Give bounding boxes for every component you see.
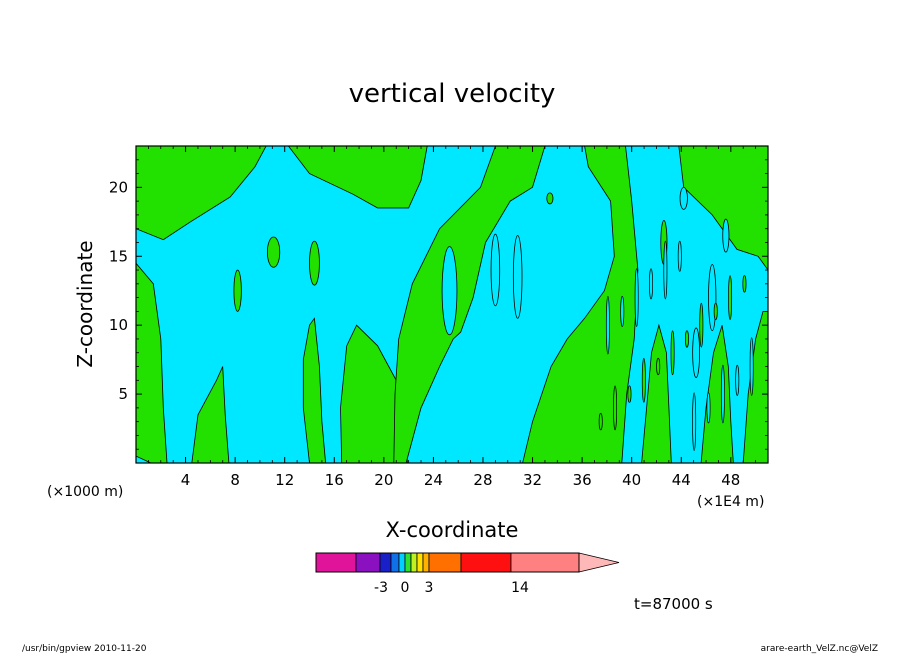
x-tick-label: 28	[473, 471, 492, 489]
x-tick-label: 16	[325, 471, 344, 489]
chart-title: vertical velocity	[349, 79, 556, 109]
contour-cell	[309, 240, 320, 286]
colorbar-label: 3	[425, 580, 434, 596]
contour-cell	[490, 233, 501, 307]
colorbar-segment	[460, 552, 512, 573]
x-tick-label: 20	[374, 471, 393, 489]
x-unit-left: (×1000 m)	[47, 484, 123, 500]
contour-cell	[722, 218, 730, 253]
colorbar-segment	[422, 552, 430, 573]
contour-streak	[649, 268, 653, 300]
contour-streak	[627, 385, 632, 403]
contour-region	[191, 366, 230, 463]
contour-streak	[663, 240, 668, 300]
y-tick-label: 15	[109, 247, 128, 265]
contour-region	[136, 262, 168, 463]
x-tick-label: 48	[721, 471, 740, 489]
colorbar-segment	[390, 552, 400, 573]
contour-streak	[634, 268, 639, 327]
contour-streak	[670, 330, 675, 376]
contour-streak	[605, 295, 610, 355]
contour-region	[136, 146, 267, 241]
contour-cell	[679, 186, 688, 210]
colorbar-label: 14	[511, 580, 529, 596]
contour-region	[678, 146, 768, 271]
x-tick-label: 4	[181, 471, 191, 489]
x-tick-label: 12	[275, 471, 294, 489]
contour-streak	[720, 364, 725, 424]
y-tick-label: 5	[118, 385, 128, 403]
contour-cell	[708, 264, 717, 332]
contour-cell	[692, 327, 700, 378]
y-ticks: 5 10 15 20	[109, 159, 768, 450]
y-tick-label: 10	[109, 316, 128, 334]
contour-streak	[641, 357, 646, 403]
contour-streak	[656, 357, 661, 376]
colorbar-segment	[510, 552, 580, 573]
colorbar-segment	[315, 552, 357, 573]
contour-streak	[735, 364, 740, 396]
colorbar-segment	[410, 552, 418, 573]
plot-frame	[135, 145, 769, 464]
contour-streak	[613, 385, 618, 431]
y-axis-label: Z-coordinate	[73, 240, 97, 367]
colorbar-segment	[404, 552, 412, 573]
x-unit-right: (×1E4 m)	[697, 494, 764, 510]
contour-streak	[699, 302, 704, 348]
footer-right: arare-earth_VelZ.nc@VelZ	[761, 644, 878, 654]
contour-cell	[233, 269, 242, 312]
x-tick-label: 36	[573, 471, 592, 489]
colorbar-arrow	[578, 552, 620, 573]
x-tick-label: 32	[523, 471, 542, 489]
x-axis-label: X-coordinate	[386, 518, 519, 542]
x-tick-label: 44	[672, 471, 691, 489]
contour-streak	[749, 337, 754, 396]
colorbar-label: 0	[401, 580, 410, 596]
contour-region	[287, 146, 428, 209]
contour-region	[641, 323, 672, 463]
colorbar-segment	[398, 552, 406, 573]
contour-streak	[685, 330, 689, 348]
contour-streak	[692, 392, 697, 451]
contour-streak	[713, 302, 718, 321]
colorbar: -3 0 3 14	[315, 552, 620, 596]
contour-cell	[546, 192, 554, 205]
contour-cell	[441, 246, 458, 336]
contour-region	[522, 146, 639, 463]
y-tick-label: 20	[109, 178, 128, 196]
contour-streak	[620, 295, 625, 327]
time-label: t=87000 s	[634, 595, 713, 613]
contour-streak	[598, 413, 603, 431]
contour-region	[742, 311, 768, 463]
x-ticks: 4 8 12 16 20 24 28 32 36 40 44 48	[147, 146, 757, 489]
contour-cell	[266, 236, 281, 268]
x-tick-label: 8	[230, 471, 240, 489]
contour-streak	[728, 275, 733, 321]
contour-streak	[706, 392, 711, 424]
colorbar-label: -3	[374, 580, 388, 596]
footer-left: /usr/bin/gpview 2010-11-20	[22, 644, 147, 654]
x-tick-label: 24	[424, 471, 443, 489]
contour-streak	[677, 240, 682, 272]
contour-region	[393, 146, 546, 463]
colorbar-segment	[416, 552, 424, 573]
contour-streak	[742, 275, 747, 293]
colorbar-segment	[355, 552, 381, 573]
colorbar-segment	[428, 552, 462, 573]
colorbar-segment	[379, 552, 392, 573]
plot-area	[135, 145, 769, 464]
x-tick-label: 40	[622, 471, 641, 489]
contour-region	[302, 317, 327, 463]
contour-cell	[512, 235, 523, 319]
